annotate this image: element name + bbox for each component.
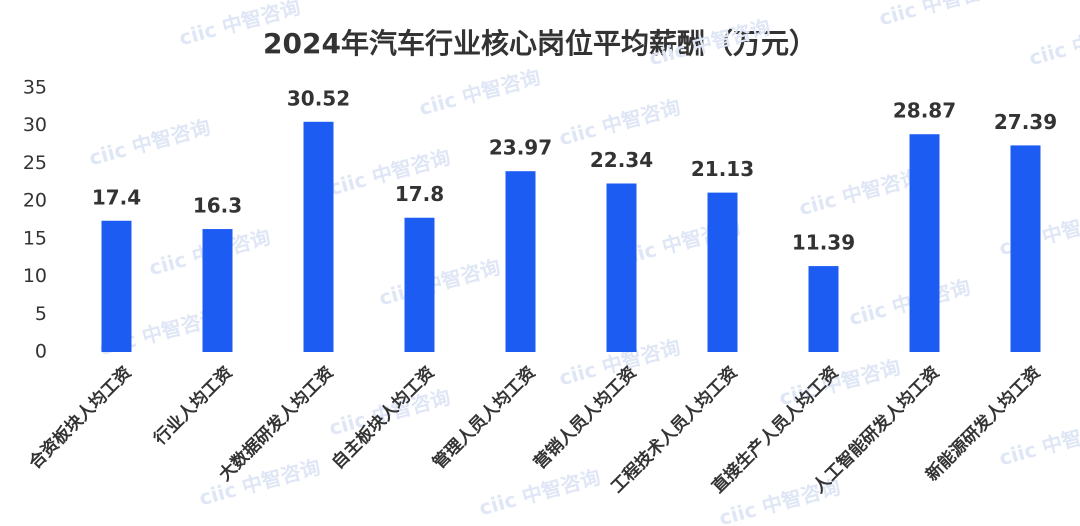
y-tick-label: 10 — [23, 265, 47, 287]
watermark: ciic 中智咨询 — [797, 165, 923, 220]
watermark: ciic 中智咨询 — [647, 15, 773, 70]
bar — [101, 220, 132, 352]
y-tick-label: 15 — [23, 227, 47, 249]
data-label: 11.39 — [792, 231, 855, 255]
data-label: 23.97 — [489, 136, 552, 160]
x-tick-label: 管理人员人均工资 — [429, 362, 540, 473]
bar — [202, 229, 233, 352]
y-tick-label: 35 — [23, 77, 47, 99]
data-label: 27.39 — [994, 110, 1057, 134]
x-tick-label: 行业人均工资 — [149, 362, 237, 450]
x-tick-label: 新能源研发人均工资 — [922, 362, 1045, 485]
data-label: 22.34 — [590, 148, 653, 172]
x-tick-label: 合资板块人均工资 — [25, 362, 136, 473]
y-tick-label: 25 — [23, 152, 47, 174]
watermark: ciic 中智咨询 — [997, 415, 1080, 470]
chart-title: 2024年汽车行业核心岗位平均薪酬（万元） — [263, 27, 817, 60]
data-label: 28.87 — [893, 99, 956, 123]
y-tick-label: 20 — [23, 190, 47, 212]
watermark: ciic 中智咨询 — [87, 115, 213, 170]
bar — [606, 183, 637, 352]
watermark: ciic 中智咨询 — [197, 455, 323, 510]
data-label: 21.13 — [691, 157, 754, 181]
bar — [404, 217, 435, 352]
y-tick-label: 5 — [35, 303, 47, 325]
watermark: ciic 中智咨询 — [557, 95, 683, 150]
bar — [1010, 145, 1041, 352]
data-label: 30.52 — [287, 86, 350, 110]
bar — [303, 121, 334, 353]
data-label: 17.4 — [92, 185, 141, 209]
watermark: ciic 中智咨询 — [377, 255, 503, 310]
watermark: ciic 中智咨询 — [1027, 15, 1080, 70]
watermark: ciic 中智咨询 — [417, 65, 543, 120]
y-tick-label: 30 — [23, 114, 47, 136]
watermark: ciic 中智咨询 — [477, 465, 603, 520]
data-label: 17.8 — [395, 182, 444, 206]
bar — [808, 266, 839, 352]
y-tick-label: 0 — [35, 341, 47, 363]
bar — [707, 192, 738, 352]
bar — [505, 171, 536, 352]
watermark: ciic 中智咨询 — [877, 0, 1003, 30]
bar — [909, 134, 940, 352]
data-label: 16.3 — [193, 194, 242, 218]
